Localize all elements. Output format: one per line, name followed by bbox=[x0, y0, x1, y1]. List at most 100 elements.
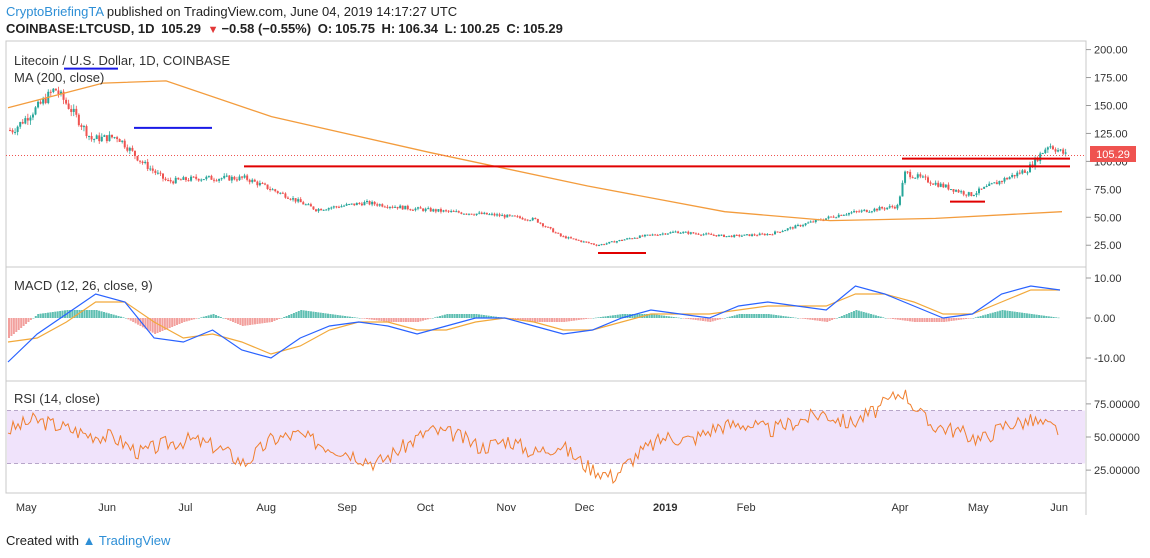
macd-histogram-bar bbox=[979, 316, 982, 318]
candle-body bbox=[424, 208, 427, 211]
y-tick-label: 75.00 bbox=[1094, 184, 1122, 196]
candle-body bbox=[381, 204, 384, 207]
x-tick-label: Apr bbox=[891, 502, 908, 514]
macd-histogram-bar bbox=[285, 316, 288, 318]
candle-body bbox=[796, 224, 799, 226]
macd-histogram-bar bbox=[412, 318, 415, 322]
macd-histogram-bar bbox=[200, 317, 203, 318]
candle-body bbox=[674, 231, 677, 233]
macd-histogram-bar bbox=[1033, 314, 1036, 318]
macd-histogram-bar bbox=[940, 318, 943, 322]
macd-histogram-bar bbox=[402, 318, 405, 322]
macd-histogram-bar bbox=[1006, 310, 1009, 318]
macd-histogram-bar bbox=[10, 318, 13, 336]
macd-histogram-bar bbox=[217, 316, 220, 318]
macd-histogram-bar bbox=[295, 312, 298, 318]
last-price-tag: 105.29 bbox=[1096, 149, 1130, 161]
candle-body bbox=[177, 177, 180, 180]
macd-histogram-bar bbox=[779, 315, 782, 318]
candle-body bbox=[490, 213, 493, 215]
candle-body bbox=[432, 209, 435, 212]
candle-body bbox=[855, 211, 858, 213]
candle-body bbox=[539, 222, 542, 224]
macd-histogram-bar bbox=[370, 318, 373, 320]
candle-body bbox=[1003, 178, 1006, 182]
macd-histogram-bar bbox=[334, 314, 337, 318]
candle-body bbox=[243, 175, 246, 178]
macd-histogram-bar bbox=[132, 318, 135, 322]
candle-body bbox=[315, 209, 317, 212]
macd-histogram-bar bbox=[292, 313, 295, 318]
candle-body bbox=[738, 234, 741, 237]
candle-body bbox=[128, 147, 131, 151]
macd-histogram-bar bbox=[1018, 312, 1021, 318]
macd-histogram-bar bbox=[984, 314, 987, 318]
candle-body bbox=[1057, 150, 1060, 152]
candle-body bbox=[172, 181, 175, 184]
x-tick-label: Feb bbox=[737, 502, 756, 514]
rsi-legend: RSI (14, close) bbox=[14, 391, 100, 406]
tradingview-link[interactable]: TradingView bbox=[98, 533, 171, 548]
main-pane-frame bbox=[5, 40, 1087, 268]
candle-body bbox=[383, 206, 386, 208]
candle-body bbox=[307, 204, 310, 206]
macd-histogram-bar bbox=[614, 315, 617, 318]
candle-body bbox=[534, 217, 537, 219]
macd-histogram-bar bbox=[631, 314, 634, 318]
macd-histogram-bar bbox=[46, 312, 49, 318]
macd-histogram-bar bbox=[477, 314, 480, 318]
candle-body bbox=[712, 234, 715, 236]
author-link[interactable]: CryptoBriefingTA bbox=[6, 4, 104, 19]
macd-histogram-bar bbox=[986, 314, 989, 318]
candle-body bbox=[286, 197, 289, 199]
macd-histogram-bar bbox=[904, 318, 907, 321]
candle-body bbox=[1034, 157, 1037, 167]
candle-body bbox=[123, 140, 126, 148]
macd-histogram-bar bbox=[346, 316, 349, 318]
macd-histogram-bar bbox=[421, 318, 424, 321]
candle-body bbox=[233, 176, 236, 180]
candle-body bbox=[901, 182, 904, 197]
macd-histogram-bar bbox=[1057, 317, 1060, 319]
macd-histogram-bar bbox=[923, 318, 926, 322]
macd-histogram-bar bbox=[166, 318, 169, 329]
macd-histogram-bar bbox=[833, 318, 836, 319]
macd-histogram-bar bbox=[480, 314, 483, 318]
candle-body bbox=[493, 213, 496, 216]
candle-body bbox=[174, 177, 177, 184]
macd-histogram-bar bbox=[575, 318, 578, 321]
candle-body bbox=[281, 192, 284, 194]
candle-body bbox=[725, 236, 728, 238]
macd-histogram-bar bbox=[275, 318, 278, 320]
macd-histogram-bar bbox=[327, 313, 330, 318]
macd-histogram-bar bbox=[765, 314, 768, 318]
macd-histogram-bar bbox=[857, 310, 860, 318]
candle-body bbox=[88, 136, 91, 138]
candle-body bbox=[830, 216, 833, 218]
macd-histogram-bar bbox=[83, 310, 86, 318]
candle-body bbox=[802, 225, 805, 227]
candle-body bbox=[258, 183, 261, 186]
macd-histogram-bar bbox=[37, 314, 40, 318]
candle-body bbox=[21, 122, 24, 124]
macd-histogram-bar bbox=[709, 318, 712, 322]
candle-body bbox=[192, 176, 195, 178]
y-tick-label: 200.00 bbox=[1094, 45, 1128, 57]
candle-body bbox=[807, 222, 810, 224]
macd-histogram-bar bbox=[672, 317, 675, 318]
candle-body bbox=[868, 211, 871, 213]
candle-body bbox=[261, 183, 264, 185]
candle-body bbox=[774, 231, 776, 235]
candle-body bbox=[559, 233, 562, 237]
candle-body bbox=[575, 238, 578, 240]
macd-histogram-bar bbox=[891, 318, 894, 319]
candle-body bbox=[230, 176, 233, 181]
macd-histogram-bar bbox=[207, 315, 210, 318]
candle-body bbox=[256, 181, 259, 186]
macd-histogram-bar bbox=[594, 317, 597, 319]
candle-body bbox=[557, 232, 560, 234]
candle-body bbox=[118, 139, 121, 142]
macd-histogram-bar bbox=[974, 317, 977, 318]
candle-body bbox=[909, 171, 912, 178]
